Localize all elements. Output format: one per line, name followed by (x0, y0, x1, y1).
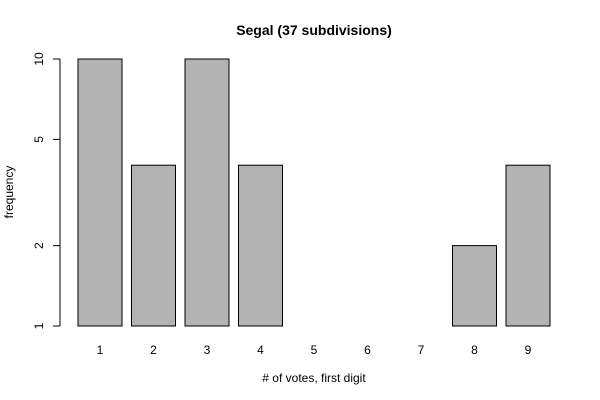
bar-8 (452, 245, 497, 327)
x-tick-label-5: 5 (311, 343, 318, 357)
y-axis: 1 2 5 10 (32, 52, 61, 329)
x-tick-label-3: 3 (204, 343, 211, 357)
x-tick-label-9: 9 (525, 343, 532, 357)
bar-4 (238, 164, 283, 327)
y-tick-label-1: 1 (32, 322, 46, 329)
x-axis-label: # of votes, first digit (262, 371, 366, 385)
x-tick-label-2: 2 (150, 343, 157, 357)
x-tick-label-6: 6 (364, 343, 371, 357)
y-tick-label-2: 2 (32, 242, 46, 249)
x-tick-label-4: 4 (257, 343, 264, 357)
x-tick-label-1: 1 (97, 343, 104, 357)
x-tick-label-7: 7 (418, 343, 425, 357)
bar-9 (505, 164, 551, 327)
chart-title: Segal (37 subdivisions) (236, 22, 392, 38)
bar-3 (184, 58, 230, 327)
bar-1 (77, 58, 123, 327)
bar-2 (131, 164, 176, 327)
x-tick-labels: 1 2 3 4 5 6 7 8 9 (97, 343, 532, 357)
bars-group (77, 58, 551, 327)
y-tick-label-5: 5 (32, 136, 46, 143)
y-tick-label-10: 10 (32, 52, 46, 66)
x-tick-label-8: 8 (471, 343, 478, 357)
y-axis-label: frequency (2, 166, 16, 219)
